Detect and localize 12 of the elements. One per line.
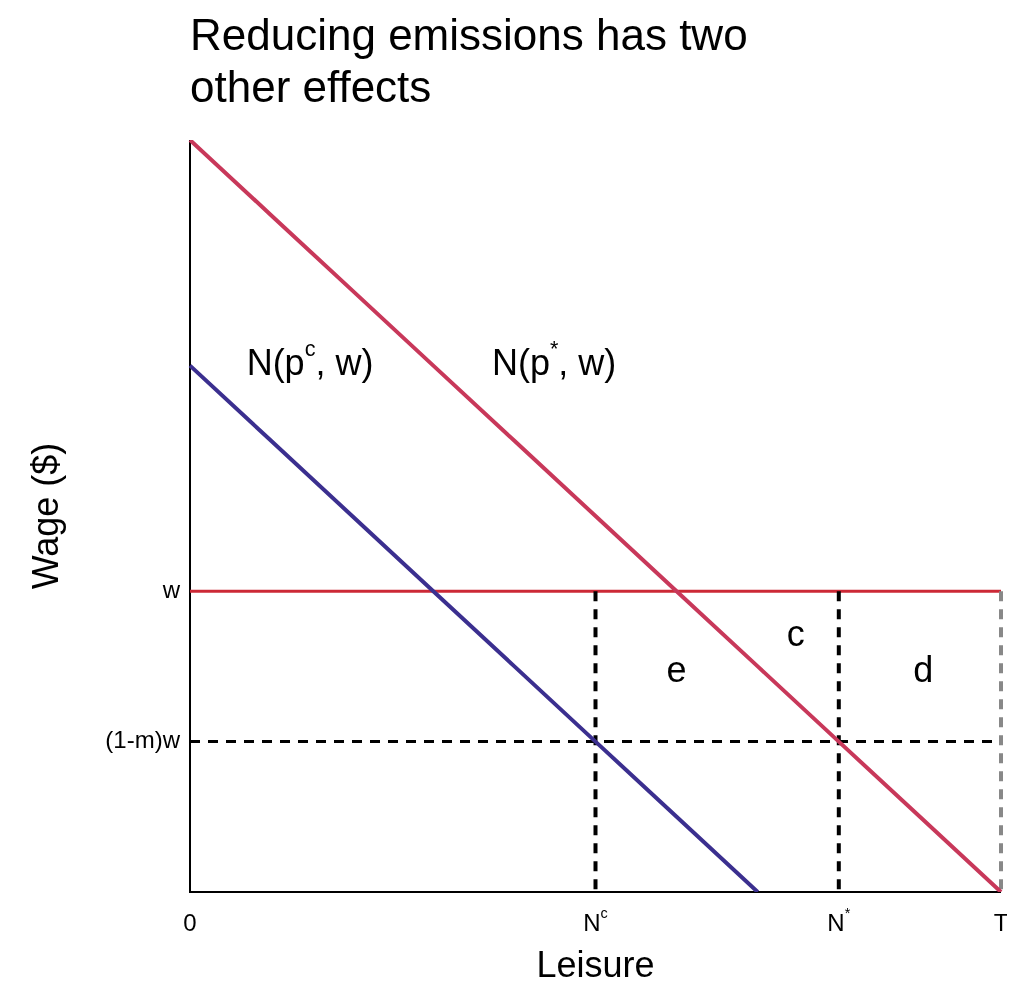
annotation: d [913, 649, 934, 691]
y-axis-title: Wage ($) [24, 442, 66, 590]
x-tick-label: N* [827, 905, 851, 936]
x-axis-title: Leisure [536, 943, 655, 985]
annotation: e [666, 649, 687, 691]
annotation: c [786, 613, 805, 655]
x-tick-label: T [993, 908, 1009, 936]
x-tick-label: 0 [183, 908, 197, 936]
annotation: N(p*, w) [491, 336, 617, 383]
ref-line-label: (1-m)w [105, 726, 181, 754]
chart-title: Reducing emissions has two other effects [190, 10, 748, 112]
ref-line-label: w [161, 575, 181, 603]
